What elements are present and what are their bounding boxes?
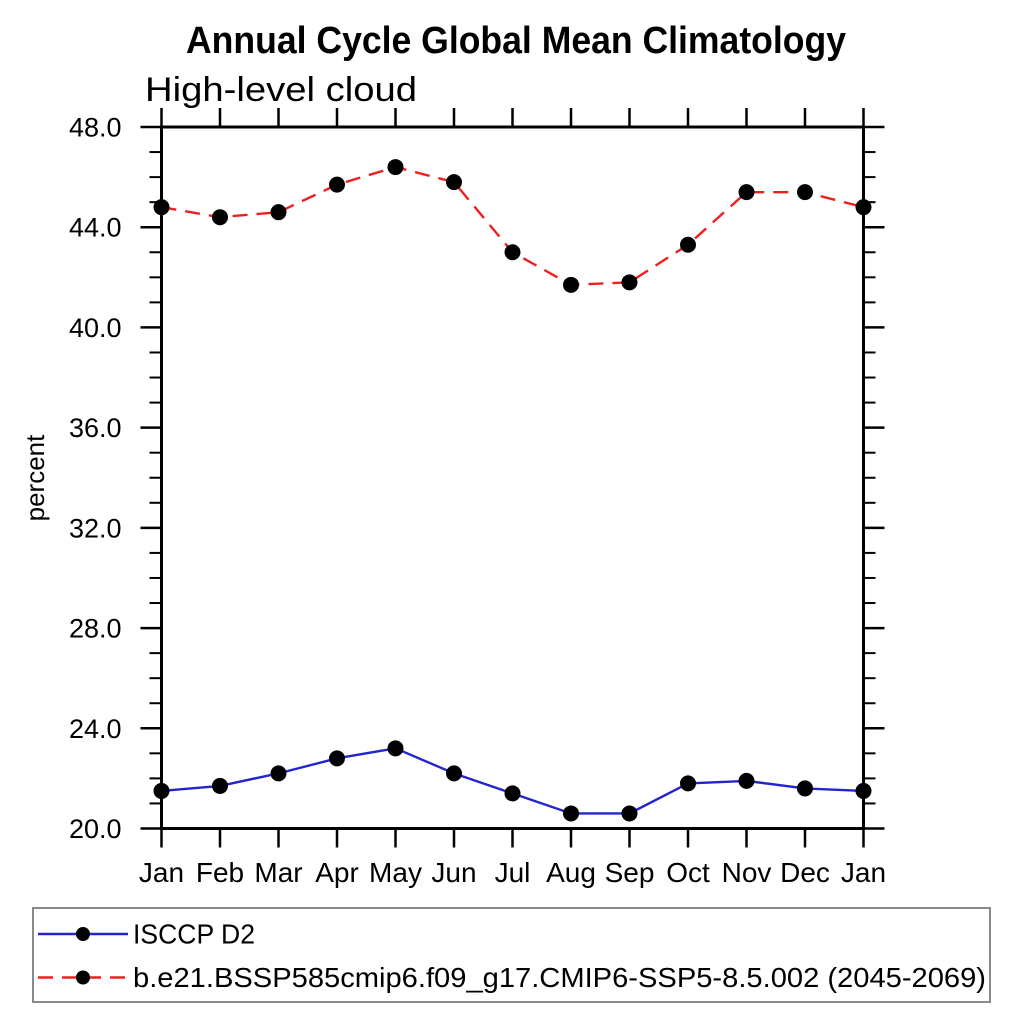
x-tick-label: Feb	[196, 857, 244, 888]
series-marker	[387, 740, 404, 757]
series-marker	[329, 176, 345, 193]
series-marker	[621, 274, 638, 291]
series-marker	[329, 750, 345, 767]
x-tick-label: Apr	[315, 857, 359, 888]
series-marker	[504, 785, 521, 802]
data-series	[153, 159, 872, 822]
series-marker	[504, 244, 521, 261]
y-tick-label: 28.0	[69, 614, 122, 644]
y-tick-label: 44.0	[69, 213, 122, 243]
y-tick-label: 24.0	[69, 714, 122, 744]
series-marker	[446, 765, 462, 782]
x-tick-label: May	[369, 857, 422, 888]
series-marker	[387, 159, 404, 176]
plot-axes: 20.0 24.0 28.0 32.0 36.0 40.0 44.0 48.0 Jan Feb Ma…	[69, 108, 886, 888]
series-marker	[270, 204, 287, 221]
x-tick-label: Nov	[722, 857, 772, 888]
series-marker	[212, 209, 228, 226]
x-tick-label: Aug	[546, 857, 596, 888]
series-marker	[153, 782, 170, 799]
series-marker	[563, 805, 579, 822]
y-axis-label: percent	[20, 434, 50, 521]
series-line-1	[161, 165, 864, 287]
plot-border	[160, 125, 865, 830]
series-line-0	[161, 747, 864, 815]
y-tick-label: 40.0	[69, 313, 122, 343]
x-tick-label: Mar	[254, 857, 302, 888]
chart-title: Annual Cycle Global Mean Climatology	[186, 20, 846, 62]
x-tick-label: Jun	[431, 857, 476, 888]
legend-box	[32, 907, 991, 1003]
x-tick-label: Jan	[841, 857, 886, 888]
series-marker	[855, 199, 872, 216]
y-tick-label: 36.0	[69, 413, 122, 443]
x-tick-label: Sep	[605, 857, 655, 888]
x-tick-label: Jan	[139, 857, 184, 888]
legend-marker	[76, 927, 90, 941]
series-marker	[855, 782, 872, 799]
legend: ISCCP D2 b.e21.BSSP585cmip6.f09_g17.CMIP6…	[32, 907, 991, 1003]
series-marker	[680, 775, 696, 792]
series-marker	[153, 199, 170, 216]
x-tick-label: Jul	[495, 857, 531, 888]
y-tick-label: 20.0	[69, 814, 122, 844]
series-marker	[212, 777, 228, 794]
y-tick-label: 48.0	[69, 113, 122, 143]
series-marker	[563, 276, 579, 293]
series-marker	[446, 174, 462, 191]
chart-subtitle: High-level cloud	[145, 71, 417, 109]
series-marker	[738, 184, 755, 201]
series-marker	[797, 780, 813, 797]
series-marker	[680, 236, 696, 253]
series-marker	[797, 184, 813, 201]
x-tick-label: Oct	[666, 857, 710, 888]
series-marker	[270, 765, 287, 782]
series-marker	[621, 805, 638, 822]
y-tick-label: 32.0	[69, 513, 122, 543]
legend-label: ISCCP D2	[133, 919, 255, 950]
x-tick-label: Dec	[780, 857, 830, 888]
legend-label: b.e21.BSSP585cmip6.f09_g17.CMIP6-SSP5-8.…	[133, 962, 986, 993]
series-marker	[738, 772, 755, 789]
legend-marker	[76, 970, 90, 985]
